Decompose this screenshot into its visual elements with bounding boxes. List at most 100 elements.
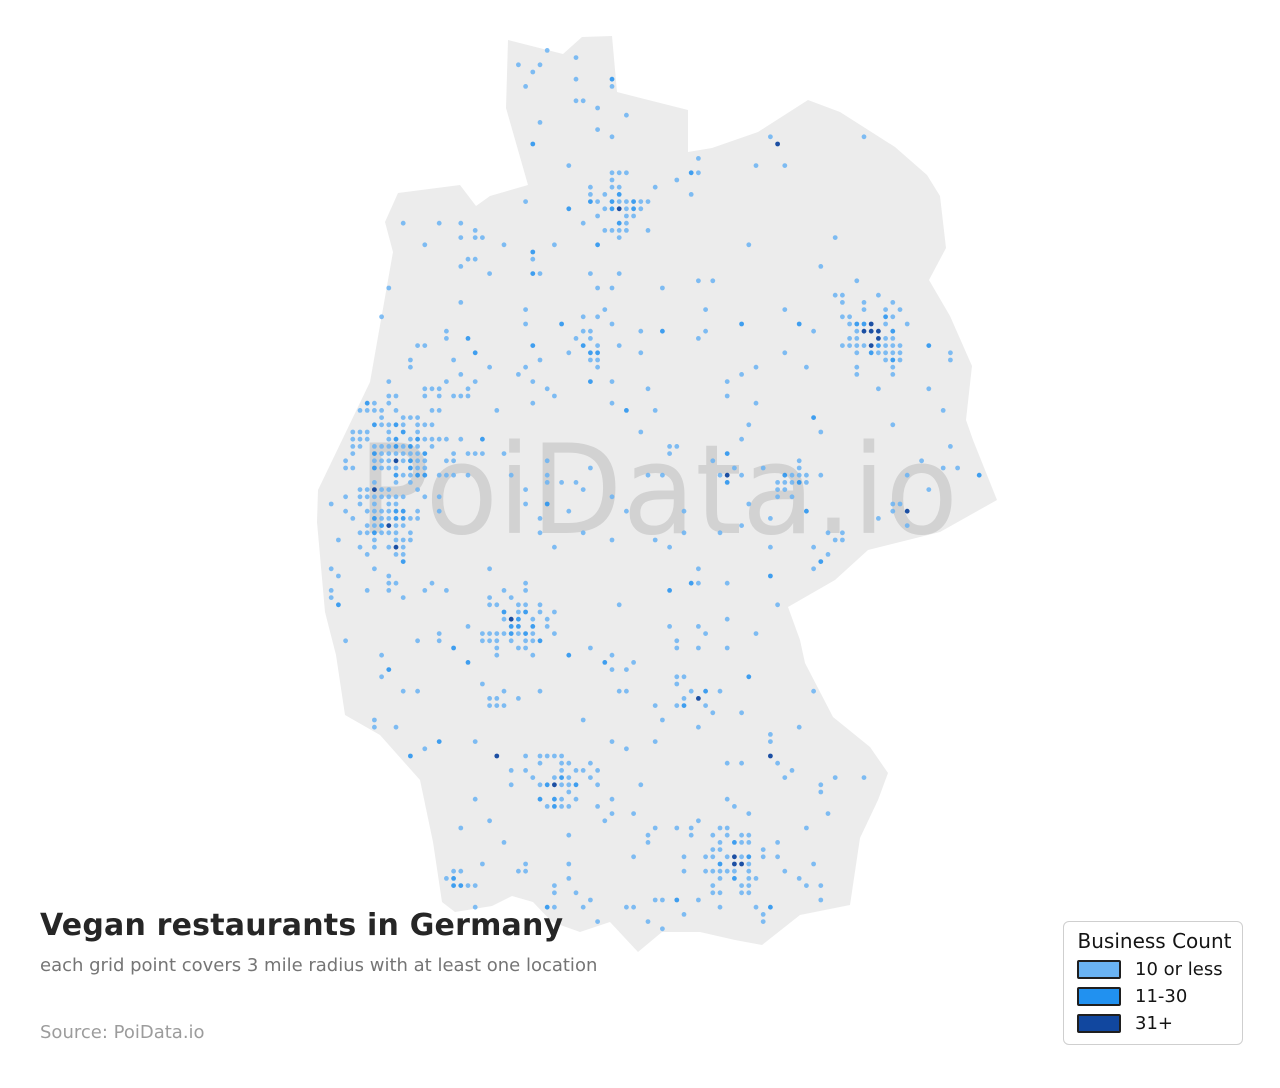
map-dot: [688, 688, 694, 694]
map-dot: [408, 451, 413, 456]
map-dot: [537, 638, 543, 644]
map-dot: [559, 768, 564, 773]
map-dot: [724, 832, 730, 838]
map-dot: [660, 926, 665, 932]
map-dot: [811, 566, 816, 572]
map-dot: [667, 588, 672, 593]
map-dot: [789, 768, 795, 773]
map-dot: [408, 357, 413, 363]
map-dot: [501, 451, 507, 456]
map-dot: [523, 487, 528, 492]
map-dot: [782, 775, 788, 780]
map-dot: [832, 235, 838, 241]
map-dot: [516, 645, 521, 651]
map-dot: [645, 228, 651, 233]
map-dot: [588, 775, 593, 780]
map-dot: [624, 508, 629, 514]
map-dot: [451, 357, 456, 363]
map-dot: [919, 458, 924, 464]
map-dot: [796, 321, 802, 327]
map-dot: [674, 897, 680, 903]
map-dot: [624, 170, 629, 176]
map-dot: [717, 876, 723, 881]
map-dot: [588, 184, 593, 190]
map-dot: [580, 768, 586, 773]
map-dot: [616, 199, 622, 205]
map-dot: [501, 242, 507, 248]
map-dot: [868, 350, 874, 356]
map-dot: [372, 523, 377, 528]
map-dot: [760, 919, 766, 924]
map-dot: [458, 220, 464, 226]
map-dot: [508, 768, 514, 773]
map-dot: [436, 220, 442, 226]
map-dot: [818, 472, 824, 478]
map-dot: [688, 170, 694, 176]
map-dot: [796, 876, 802, 881]
map-dot: [624, 228, 629, 233]
map-dot: [760, 847, 766, 852]
map-dot: [948, 350, 953, 356]
map-dot: [544, 458, 550, 464]
map-dot: [386, 508, 392, 514]
map-dot: [588, 271, 593, 276]
map-dot: [516, 609, 521, 615]
map-dot: [530, 652, 536, 658]
map-dot: [530, 379, 536, 384]
map-dot: [559, 782, 564, 788]
map-dot: [393, 530, 399, 536]
map-dot: [408, 480, 413, 485]
map-dot: [516, 616, 521, 622]
map-dot: [400, 451, 406, 456]
map-dot: [696, 724, 701, 730]
map-dot: [696, 645, 701, 651]
map-dot: [724, 451, 730, 456]
map-dot: [379, 422, 384, 428]
map-dot: [393, 508, 399, 514]
map-dot: [552, 782, 557, 788]
map-dot: [372, 530, 377, 536]
map-dot: [890, 336, 896, 341]
map-dot: [832, 292, 838, 298]
map-dot: [631, 660, 636, 665]
map-dot: [818, 897, 824, 903]
map-dot: [588, 379, 593, 384]
map-dot: [775, 480, 780, 485]
map-dot: [616, 170, 622, 176]
map-dot: [674, 638, 680, 644]
map-dot: [523, 638, 528, 644]
legend-item: 31+: [1077, 1014, 1232, 1033]
map-dot: [472, 796, 478, 802]
map-dot: [674, 444, 680, 449]
map-dot: [595, 213, 600, 219]
map-dot: [782, 350, 788, 356]
map-dot: [415, 487, 420, 492]
map-dot: [530, 616, 536, 622]
map-dot: [710, 890, 716, 896]
map-dot: [465, 624, 471, 629]
map-dot: [710, 458, 716, 464]
map-dot: [811, 328, 816, 334]
map-dot: [696, 156, 701, 161]
map-dot: [357, 444, 363, 449]
map-dot: [609, 199, 615, 205]
map-dot: [638, 328, 644, 334]
map-dot: [789, 472, 795, 478]
map-dot: [775, 494, 780, 500]
map-dot: [530, 631, 536, 636]
map-dot: [444, 336, 449, 341]
map-dot: [645, 840, 651, 845]
map-dot: [357, 494, 363, 500]
map-dot: [559, 321, 564, 327]
map-dot: [739, 760, 744, 766]
map-dot: [480, 451, 485, 456]
map-dot: [645, 832, 651, 838]
map-dot: [523, 321, 528, 327]
map-dot: [487, 602, 492, 608]
map-dot: [746, 674, 752, 680]
map-dot: [616, 228, 622, 233]
map-dot: [393, 537, 399, 543]
map-dot: [537, 609, 543, 615]
map-dot: [328, 588, 334, 593]
